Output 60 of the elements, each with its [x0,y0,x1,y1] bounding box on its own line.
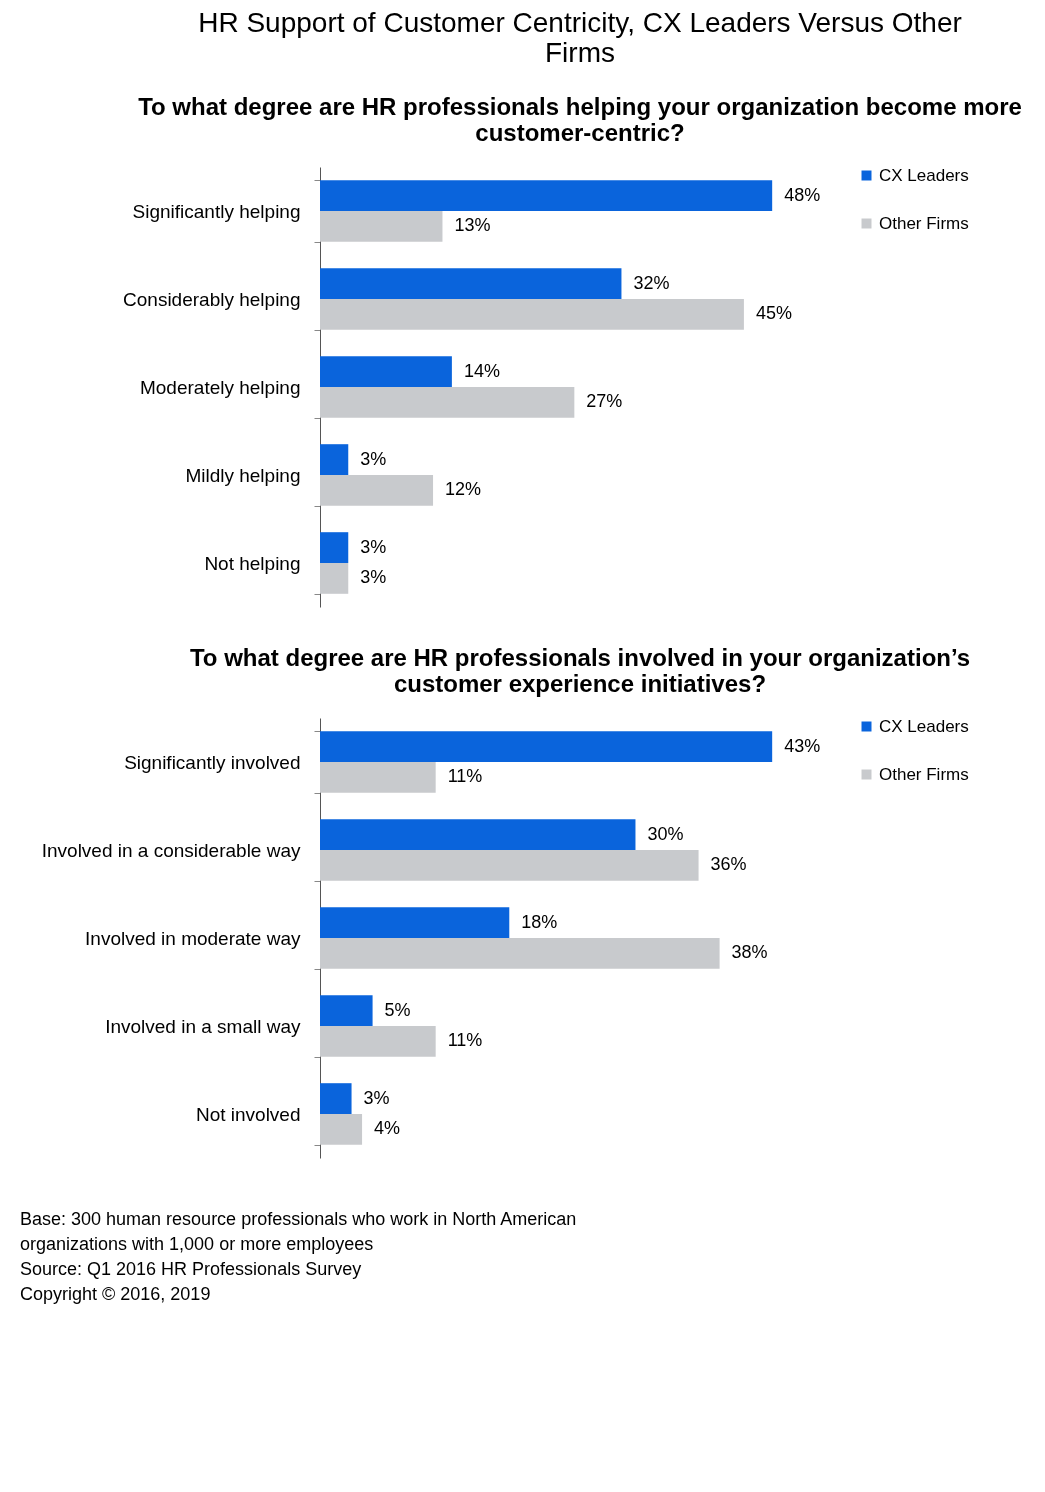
data-label: 3% [363,1087,390,1108]
chart-title: To what degree are HR professionals involved in your organization’s customer experience initiatives? [189,644,971,697]
bar [320,387,575,418]
data-label: 3% [360,536,387,557]
chart-title: HR Support of Customer Centricity, CX Leaders Versus Other Firms [198,7,962,68]
y-tick-label: Involved in moderate way [85,927,301,949]
bar [320,268,622,299]
y-tick-label: Significantly helping [132,200,301,222]
y-tick-label: Considerably helping [123,288,301,310]
y-tick-label: Involved in a considerable way [41,839,301,861]
legend-label: Other Firms [879,764,969,784]
data-label: 18% [521,911,558,932]
y-tick-label: Not helping [204,552,301,574]
data-label: 11% [447,1030,483,1051]
data-label: 14% [463,360,500,381]
bar [320,299,744,330]
y-tick-label: Not involved [195,1103,301,1125]
bar [320,938,720,969]
bar [320,850,699,881]
bar [320,532,349,563]
chart-subtitle: To what degree are HR professionals helping your organization become more customer-centric? [138,93,1022,146]
data-label: 38% [731,942,768,963]
data-label: 32% [633,272,670,293]
data-label: 3% [360,567,387,588]
data-label: 36% [710,854,747,875]
data-label: 48% [784,184,821,205]
y-tick-label: Involved in a small way [105,1015,301,1037]
data-label: 3% [360,448,387,469]
bar [320,819,636,850]
bar [320,444,349,475]
bar [320,475,434,506]
y-tick-label: Mildly helping [185,464,301,486]
legend-label: CX Leaders [879,716,969,736]
bar [320,1114,363,1145]
y-tick-label: Moderately helping [139,376,301,398]
data-label: 4% [374,1118,401,1139]
bar [320,180,773,211]
data-label: 13% [454,215,491,236]
bar [320,995,373,1026]
data-label: 27% [586,391,623,412]
data-label: 12% [445,479,482,500]
text: Copyright © 2016, 2019 [20,1283,211,1304]
bar [320,731,773,762]
text: Base: 300 human resource professionals who work in North American organizations with 1,000 or more employees [20,1208,577,1254]
bar [320,762,436,793]
bar [320,211,443,242]
bar [320,1083,352,1114]
data-label: 43% [784,735,821,756]
legend-label: Other Firms [879,213,969,233]
source-note: Source: Q1 2016 HR Professionals Survey [20,1258,362,1279]
data-label: 5% [384,999,411,1020]
bar [320,1026,436,1057]
data-label: 11% [447,766,483,787]
y-tick-label: Significantly involved [124,751,301,773]
bar [320,356,452,387]
data-label: 30% [647,823,684,844]
legend-label: CX Leaders [879,165,969,185]
bar [320,563,349,594]
bar [320,907,510,938]
data-label: 45% [755,303,792,324]
